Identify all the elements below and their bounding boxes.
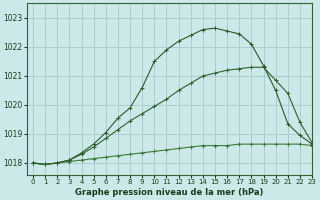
X-axis label: Graphe pression niveau de la mer (hPa): Graphe pression niveau de la mer (hPa) — [75, 188, 264, 197]
